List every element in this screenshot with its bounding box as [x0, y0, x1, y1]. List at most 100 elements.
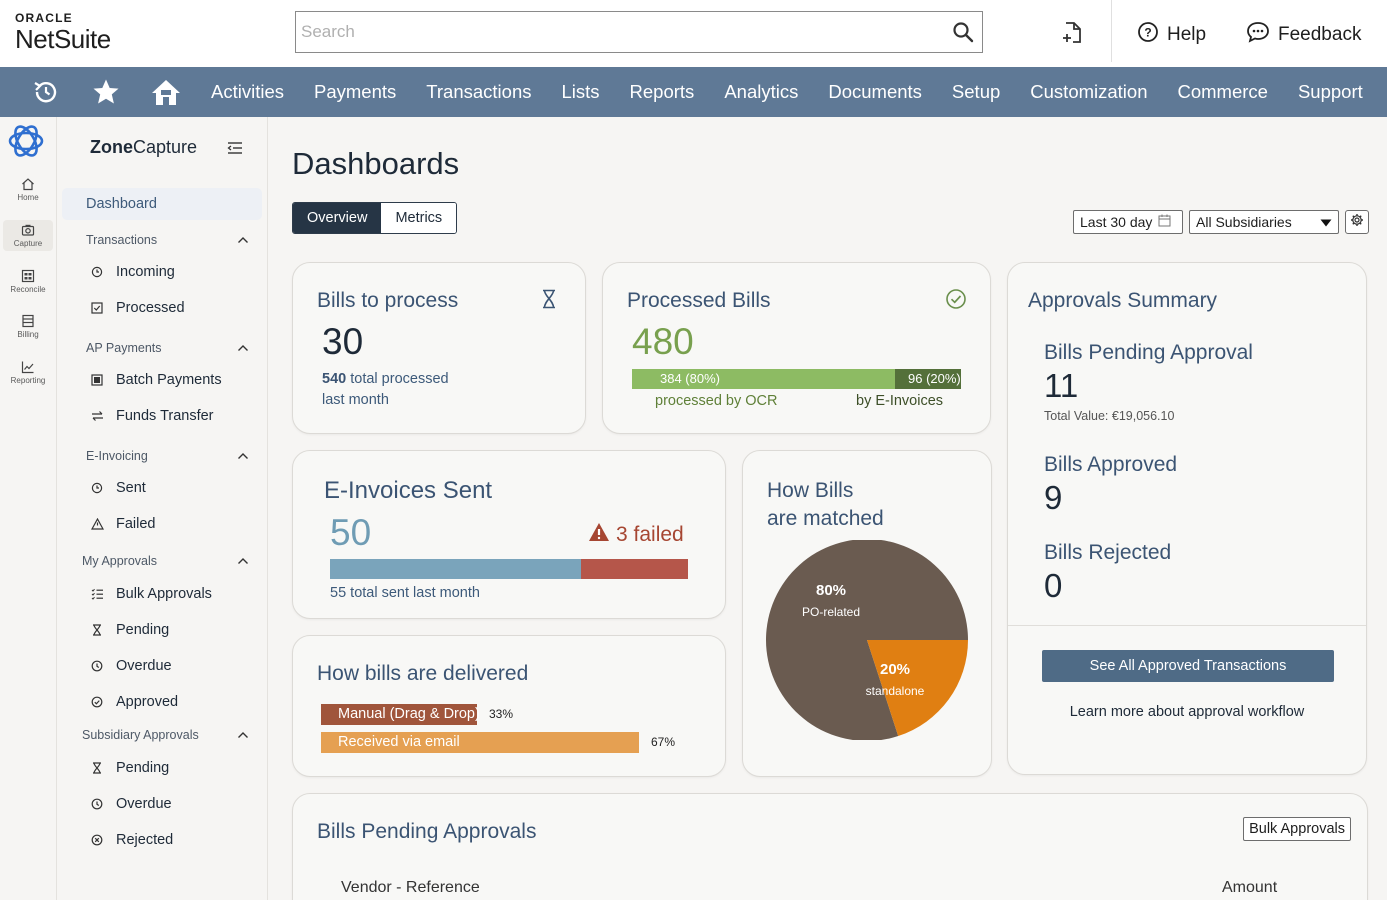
card-processed-bills[interactable]: Processed Bills 480 384 (80%) 96 (20%) p… [602, 262, 991, 434]
see-all-approved-button[interactable]: See All Approved Transactions [1042, 650, 1334, 682]
card-bills-delivered[interactable]: How bills are delivered Manual (Drag & D… [292, 635, 726, 777]
nav-documents[interactable]: Documents [828, 81, 922, 102]
rail-reporting-label: Reporting [10, 376, 46, 385]
ocr-label: processed by OCR [655, 393, 778, 409]
feedback-button[interactable]: Feedback [1246, 21, 1361, 49]
sidebar-item-batch-payments[interactable]: Batch Payments [62, 364, 262, 396]
netsuite-logo[interactable]: ORACLE NetSuite [15, 12, 111, 54]
nav-support[interactable]: Support [1297, 81, 1363, 102]
rail-reporting[interactable]: Reporting [3, 360, 53, 385]
total-sent-text: total sent last month [350, 585, 480, 601]
sidebar-item-overdue[interactable]: Overdue [62, 650, 262, 682]
check-circle-icon [89, 696, 105, 708]
rail-capture[interactable]: Capture [3, 220, 53, 251]
help-label: Help [1167, 24, 1207, 45]
sidebar-item-processed[interactable]: Processed [62, 292, 262, 324]
sidebar-item-funds-transfer[interactable]: Funds Transfer [62, 400, 262, 432]
search-input[interactable] [296, 12, 936, 52]
card-title: E-Invoices Sent [324, 477, 493, 504]
nav-payments[interactable]: Payments [314, 81, 397, 102]
sidebar-item-sent[interactable]: Sent [62, 472, 262, 504]
delivery-pct-1: 67% [651, 735, 676, 749]
rail-billing-label: Billing [17, 330, 39, 339]
sidebar-item-label: Bulk Approvals [116, 586, 212, 602]
sidebar-item-sub-pending[interactable]: Pending [62, 752, 262, 784]
pie-name-label-1: standalone [866, 684, 925, 698]
einvoices-failed-badge[interactable]: 3 failed [588, 522, 684, 548]
nav-transactions[interactable]: Transactions [426, 81, 532, 102]
card-bills-to-process[interactable]: Bills to process 30 540 total processed … [292, 262, 586, 434]
sidebar-section-transactions[interactable]: Transactions [86, 233, 249, 247]
zonecapture-logo-icon[interactable] [6, 123, 46, 164]
date-range-picker[interactable]: Last 30 day [1073, 210, 1183, 234]
global-search [295, 11, 983, 53]
sidebar-section-e-invoicing[interactable]: E-Invoicing [86, 449, 249, 463]
rejected-label: Bills Rejected [1044, 541, 1172, 564]
home-outline-icon [22, 178, 34, 191]
favorites-star-icon[interactable] [91, 78, 121, 111]
subsidiary-select[interactable]: All Subsidiaries [1189, 210, 1339, 234]
search-icon[interactable] [952, 21, 974, 48]
einvoices-progress-fill [330, 559, 581, 579]
approved-count: 9 [1044, 479, 1063, 516]
help-button[interactable]: ? Help [1137, 21, 1206, 49]
pie-slice-1[interactable] [867, 640, 968, 737]
app-name-rest: Capture [133, 137, 198, 157]
sidebar-item-sub-rejected[interactable]: Rejected [62, 824, 262, 856]
sidebar-section-my-approvals[interactable]: My Approvals [82, 554, 249, 568]
home-icon[interactable] [150, 78, 182, 111]
total-processed-period: last month [322, 392, 389, 408]
nav-analytics[interactable]: Analytics [724, 81, 799, 102]
sidebar-item-label: Overdue [116, 658, 172, 674]
dashboard-tabs: Overview Metrics [292, 202, 458, 234]
nav-customization[interactable]: Customization [1030, 81, 1148, 102]
card-approvals-summary[interactable]: Approvals Summary Bills Pending Approval… [1007, 262, 1367, 775]
nav-commerce[interactable]: Commerce [1177, 81, 1268, 102]
ocr-segment: 384 (80%) [632, 369, 895, 389]
card-title: Processed Bills [627, 289, 771, 312]
logo-netsuite-text: NetSuite [15, 24, 111, 54]
recent-history-icon[interactable] [31, 78, 61, 111]
checklist-icon [89, 588, 105, 600]
feedback-label: Feedback [1278, 24, 1362, 45]
rail-billing[interactable]: Billing [3, 314, 53, 339]
sidebar-section-ap-payments[interactable]: AP Payments [86, 341, 249, 355]
einvoices-progress-bar [330, 559, 688, 579]
bulk-approvals-button[interactable]: Bulk Approvals [1243, 817, 1351, 841]
sidebar-item-incoming[interactable]: Incoming [62, 256, 262, 288]
dashboard-settings-button[interactable] [1345, 210, 1369, 234]
sidebar-item-pending[interactable]: Pending [62, 614, 262, 646]
sidebar-item-approved[interactable]: Approved [62, 686, 262, 718]
sidebar-item-failed[interactable]: Failed [62, 508, 262, 540]
pending-approval-count: 11 [1044, 367, 1079, 404]
top-bar: ORACLE NetSuite ? Help Feedback [0, 0, 1387, 67]
einvoices-total: 55 total sent last month [330, 585, 480, 601]
section-title: AP Payments [86, 341, 162, 355]
rail-home[interactable]: Home [3, 177, 53, 202]
sidebar-item-bulk-approvals[interactable]: Bulk Approvals [62, 578, 262, 610]
tab-overview[interactable]: Overview [293, 203, 382, 233]
sidebar-dashboard-label: Dashboard [86, 196, 157, 212]
einvoices-sent-count: 50 [330, 512, 372, 553]
camera-icon [21, 224, 35, 236]
nav-activities[interactable]: Activities [211, 81, 284, 102]
collapse-sidebar-icon[interactable] [227, 141, 243, 160]
sidebar-item-label: Incoming [116, 264, 175, 280]
help-icon: ? [1137, 21, 1159, 49]
rail-reconcile[interactable]: Reconcile [3, 269, 53, 294]
total-processed-number: 540 [322, 371, 347, 387]
nav-reports[interactable]: Reports [629, 81, 695, 102]
learn-more-link[interactable]: Learn more about approval workflow [1069, 704, 1305, 720]
card-pending-approvals[interactable]: Bills Pending Approvals Bulk Approvals V… [292, 793, 1368, 900]
sidebar-section-subsidiary-approvals[interactable]: Subsidiary Approvals [82, 728, 249, 742]
card-einvoices-sent[interactable]: E-Invoices Sent 50 3 failed 55 total sen… [292, 450, 726, 619]
sidebar-item-label: Pending [116, 760, 170, 776]
tab-metrics[interactable]: Metrics [381, 203, 457, 233]
sidebar-item-dashboard[interactable]: Dashboard [62, 188, 262, 220]
nav-lists[interactable]: Lists [561, 81, 600, 102]
calendar-icon [1158, 214, 1171, 230]
sidebar-item-sub-overdue[interactable]: Overdue [62, 788, 262, 820]
create-document-icon[interactable] [1060, 20, 1084, 51]
nav-setup[interactable]: Setup [951, 81, 1001, 102]
card-how-matched[interactable]: How Bills are matched 80% PO-related 20% st… [742, 450, 992, 777]
